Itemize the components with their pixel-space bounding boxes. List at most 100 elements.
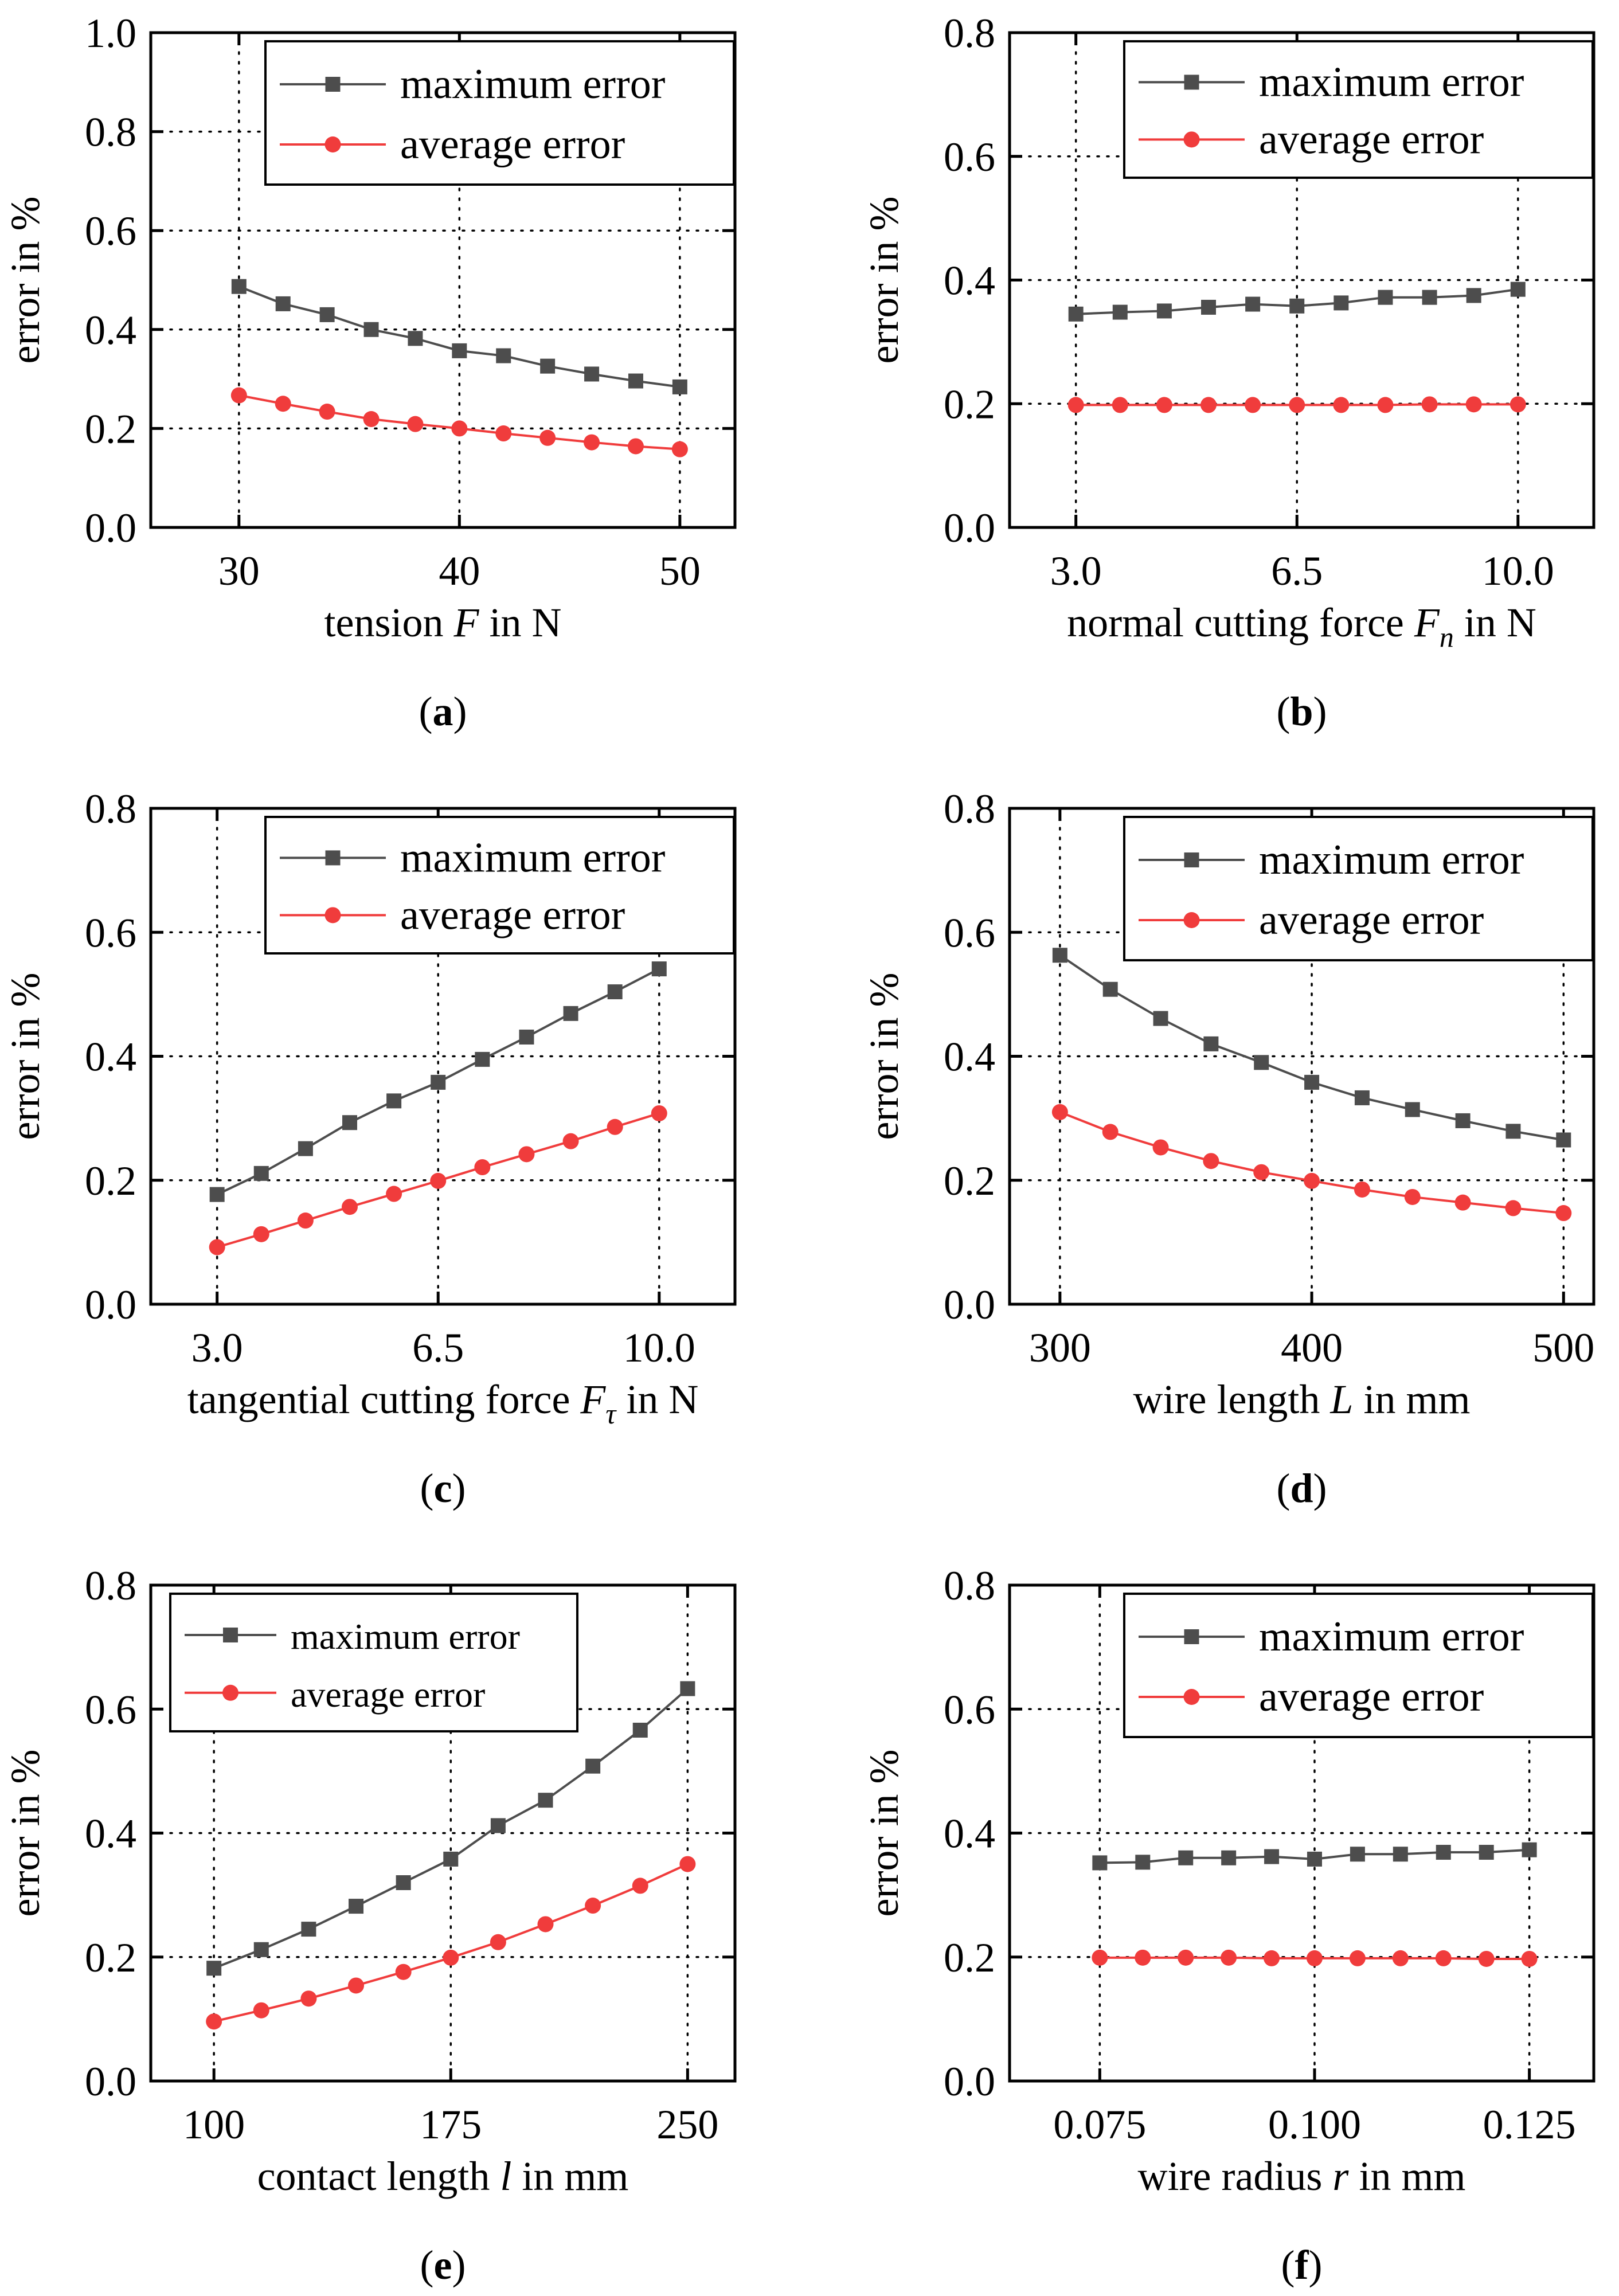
legend-marker-circle xyxy=(1183,912,1200,928)
y-tick-label: 0.6 xyxy=(944,910,995,956)
data-point-circle xyxy=(1253,1164,1270,1180)
y-tick-label: 0.6 xyxy=(85,208,136,254)
data-point-circle xyxy=(1555,1205,1572,1222)
x-tick-label: 250 xyxy=(656,2102,718,2148)
y-tick-label: 0.0 xyxy=(85,505,136,551)
x-axis-label: contact length l in mm xyxy=(257,2153,629,2199)
legend: maximum error average error xyxy=(264,816,735,955)
data-point-circle xyxy=(1454,1194,1471,1211)
data-point-square xyxy=(584,366,600,382)
data-point-square xyxy=(386,1093,402,1109)
panel-label: (f) xyxy=(1281,2242,1323,2288)
legend: maximum error average error xyxy=(1123,1593,1594,1738)
data-point-square xyxy=(1304,1074,1320,1090)
panel-label: (e) xyxy=(420,2242,466,2288)
y-tick-label: 0.2 xyxy=(85,1158,136,1204)
legend: maximum error average error xyxy=(169,1593,578,1732)
data-point-square xyxy=(408,331,423,346)
data-point-square xyxy=(1436,1845,1451,1860)
data-point-circle xyxy=(495,425,512,442)
data-point-square xyxy=(206,1961,222,1976)
x-tick-label: 0.075 xyxy=(1053,2102,1146,2148)
data-point-square xyxy=(209,1187,225,1202)
legend-box xyxy=(1123,1593,1594,1738)
data-point-square xyxy=(563,1006,578,1021)
data-point-circle xyxy=(1521,1950,1538,1967)
data-point-square xyxy=(253,1942,269,1957)
x-tick-label: 6.5 xyxy=(412,1325,464,1371)
data-point-square xyxy=(1254,1055,1269,1070)
data-point-square xyxy=(651,961,667,977)
legend: maximum error average error xyxy=(1123,816,1594,961)
data-point-circle xyxy=(386,1186,402,1202)
data-point-circle xyxy=(348,1977,365,1994)
x-tick-label: 0.125 xyxy=(1483,2102,1576,2148)
data-point-circle xyxy=(430,1172,447,1189)
data-point-square xyxy=(1556,1132,1571,1148)
y-axis-label: error in % xyxy=(861,973,907,1140)
data-point-square xyxy=(475,1051,490,1067)
data-point-square xyxy=(607,984,623,1000)
x-axis-label: normal cutting force Fn in N xyxy=(1067,600,1536,653)
panel-label: (b) xyxy=(1276,689,1327,734)
data-point-circle xyxy=(1102,1124,1119,1140)
data-point-circle xyxy=(407,416,424,432)
y-tick-label: 0.0 xyxy=(944,2059,995,2105)
data-point-circle xyxy=(275,396,291,412)
y-tick-label: 0.8 xyxy=(85,109,136,155)
data-point-square xyxy=(253,1165,269,1181)
data-point-circle xyxy=(585,1898,601,1914)
data-point-square xyxy=(349,1899,364,1914)
data-point-circle xyxy=(1392,1950,1409,1966)
data-point-square xyxy=(1264,1849,1280,1864)
y-tick-label: 0.6 xyxy=(85,910,136,956)
y-tick-label: 0.6 xyxy=(944,134,995,180)
y-tick-label: 0.2 xyxy=(944,1158,995,1204)
data-point-square xyxy=(1178,1850,1194,1865)
x-tick-label: 400 xyxy=(1281,1325,1343,1371)
legend-marker-circle xyxy=(222,1684,238,1701)
data-point-square xyxy=(1245,296,1261,312)
y-tick-label: 0.2 xyxy=(944,1935,995,1981)
legend-marker-square xyxy=(1184,852,1199,867)
x-tick-label: 10.0 xyxy=(1482,548,1554,594)
x-tick-label: 300 xyxy=(1029,1325,1091,1371)
data-point-square xyxy=(431,1074,446,1090)
data-point-square xyxy=(1135,1855,1151,1870)
chart-panel-a: 30 40 50 0.0 0.2 0.4 0.6 0.8 1.0 error in % tensio… xyxy=(2,10,737,734)
data-point-circle xyxy=(319,404,335,420)
data-point-circle xyxy=(253,2002,269,2019)
data-point-circle xyxy=(490,1934,506,1950)
data-point-square xyxy=(1112,304,1128,320)
data-point-square xyxy=(342,1115,358,1131)
legend-label: maximum error xyxy=(1259,836,1524,883)
y-axis-label: error in % xyxy=(2,197,48,364)
data-point-square xyxy=(231,279,247,294)
data-point-square xyxy=(1201,299,1217,315)
data-point-square xyxy=(1052,948,1067,963)
data-point-circle xyxy=(342,1199,358,1215)
y-tick-label: 0.4 xyxy=(944,258,995,304)
data-point-circle xyxy=(1264,1950,1280,1966)
plot-frame xyxy=(149,31,737,529)
data-point-circle xyxy=(1156,397,1172,413)
data-point-circle xyxy=(1051,1104,1068,1120)
data-point-circle xyxy=(518,1146,535,1163)
data-point-circle xyxy=(651,1105,667,1121)
legend-box xyxy=(264,40,735,186)
data-point-circle xyxy=(1245,397,1261,413)
legend-label: maximum error xyxy=(291,1616,520,1657)
legend-label: average error xyxy=(400,121,625,168)
legend-box xyxy=(1123,40,1594,179)
data-point-square xyxy=(1466,288,1481,303)
data-point-circle xyxy=(1465,396,1482,413)
x-tick-label: 6.5 xyxy=(1271,548,1323,594)
data-point-square xyxy=(1102,981,1118,997)
y-tick-label: 0.4 xyxy=(85,307,136,353)
data-point-square xyxy=(1289,298,1305,314)
x-axis-label: tension F in N xyxy=(324,600,562,646)
legend-marker-circle xyxy=(324,136,341,152)
legend-marker-square xyxy=(1184,1629,1199,1644)
legend-label: average error xyxy=(1259,897,1484,944)
